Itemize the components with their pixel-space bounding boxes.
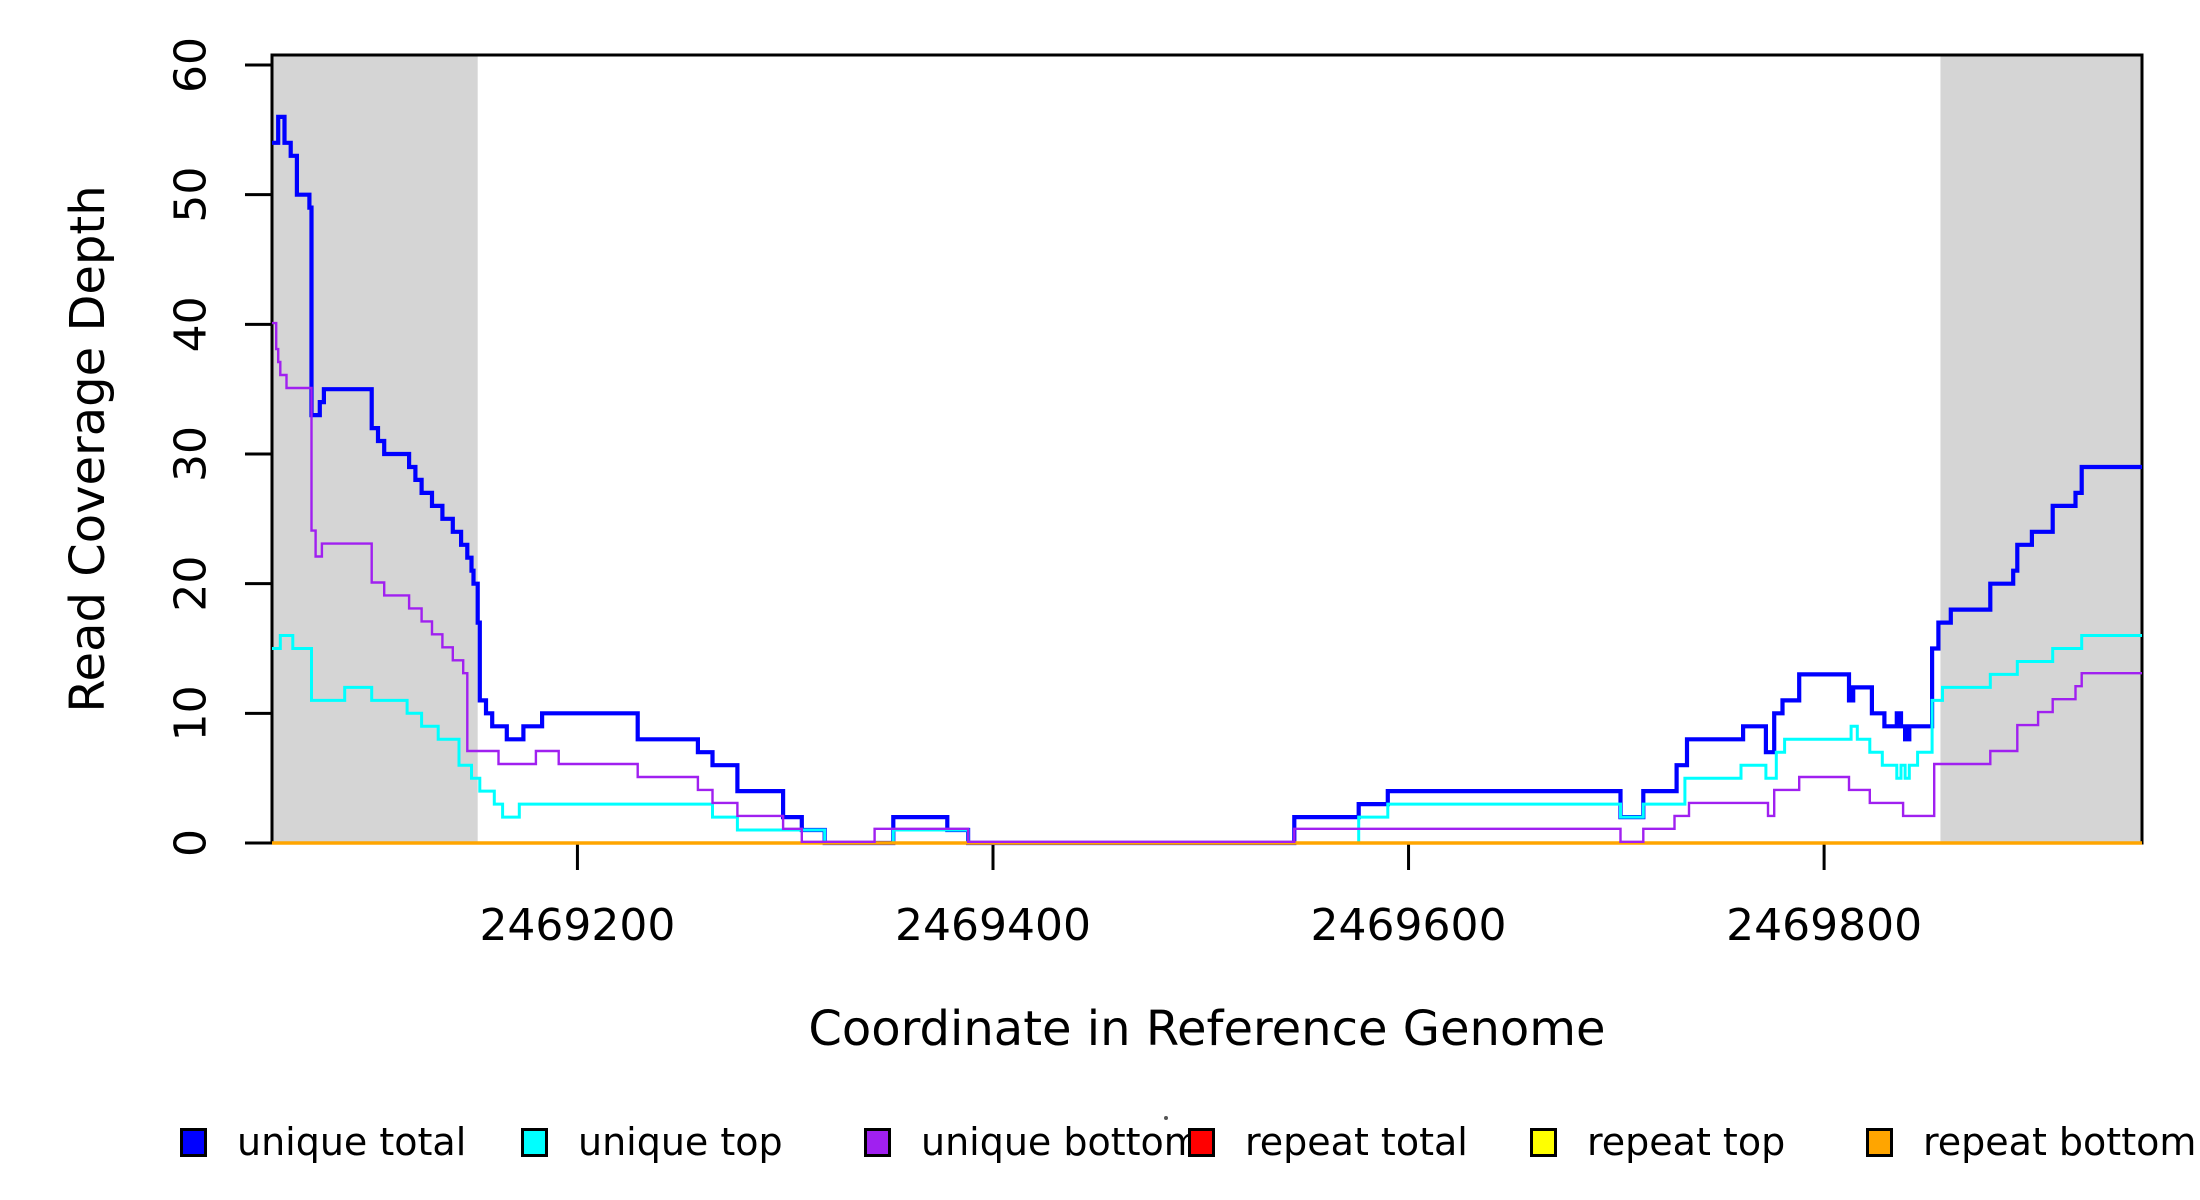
shaded-region xyxy=(272,55,478,843)
series-line-unique-total xyxy=(272,114,2142,846)
y-tick-label: 50 xyxy=(165,167,216,223)
y-tick-label: 30 xyxy=(165,426,216,482)
x-tick-label: 2469800 xyxy=(1726,900,1922,951)
y-tick-label: 20 xyxy=(165,556,216,612)
series-line-unique-top xyxy=(272,634,2142,845)
y-tick-label: 60 xyxy=(165,37,216,93)
x-tick-label: 2469600 xyxy=(1311,900,1507,951)
y-tick-label: 40 xyxy=(165,296,216,352)
y-tick-label: 0 xyxy=(165,829,216,857)
y-axis-title: Read Coverage Depth xyxy=(60,185,116,713)
plot-border xyxy=(270,53,2144,845)
series-line-unique-bottom xyxy=(272,321,2142,843)
x-tick-label: 2469400 xyxy=(895,900,1091,951)
x-axis-title: Coordinate in Reference Genome xyxy=(808,1001,1606,1057)
y-tick-label: 10 xyxy=(165,685,216,741)
x-tick-label: 2469200 xyxy=(479,900,675,951)
shaded-region xyxy=(1940,55,2142,843)
